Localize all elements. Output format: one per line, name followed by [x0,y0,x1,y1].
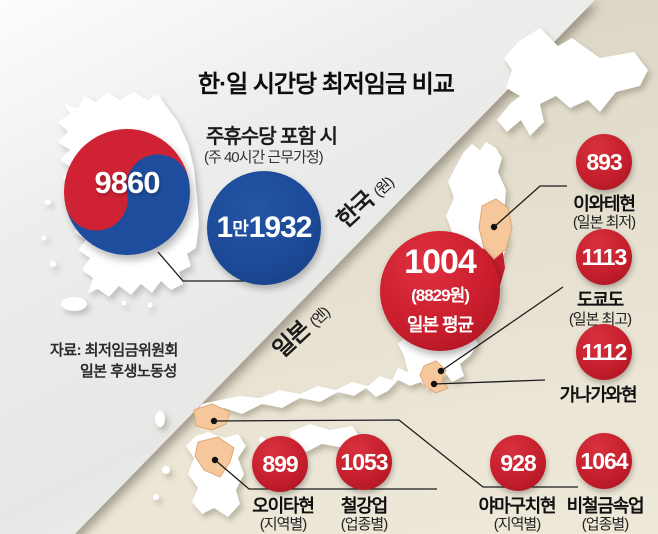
yamaguchi-region [193,403,231,431]
marker-name-yamaguchi: 야마구치현 [478,496,557,516]
marker-note-yamaguchi: (지역별) [493,516,541,533]
allowance-value-unit: 만 [232,219,249,239]
connector-dots [210,223,498,464]
marker-name-kanagawa: 가나가와현 [559,385,638,405]
kanagawa-connector [433,379,546,385]
japan-average-circle: 1004 (8829원) 일본 평균 [380,231,500,351]
marker-name-oita: 오이타현 [252,496,315,516]
marker-name-steel: 철강업 [340,496,388,516]
marker-circle-oita: 899 [252,436,308,492]
marker-note-steel: (업종별) [340,516,388,533]
marker-circle-steel: 1053 [336,434,392,490]
iwate-connector [493,185,567,228]
honshu-island [194,142,508,421]
marker-circle-kanagawa: 1112 [576,324,632,380]
marker-circle-tokyo: 1113 [576,229,632,285]
marker-note-oita: (지역별) [259,516,307,533]
marker-name-iwate: 이와테현 [573,194,636,214]
korea-connector [157,251,257,282]
marker-circle-iwate: 893 [576,134,632,190]
korea-allowance-circle: 1 만 1932 [207,171,321,285]
marker-note-nonferrous: (업종별) [581,516,629,533]
page-title: 한·일 시간당 최저임금 비교 [198,71,455,98]
marker-circle-nonferrous: 1064 [576,433,632,489]
japan-average-krw: (8829원) [411,286,470,306]
marker-name-tokyo: 도쿄도 [576,290,624,310]
marker-note-iwate: (일본 최저) [572,214,636,231]
source-line1: 자료: 최저임금위원회 [50,342,178,359]
highlighted-prefectures [193,198,513,478]
source-line2: 일본 후생노동성 [80,363,177,380]
allowance-value-p1: 1 [216,211,234,244]
tokyo-connector [440,286,564,372]
hokkaido-island [497,28,648,136]
allowance-note: (주 40시간 근무가정) [204,149,324,166]
allowance-label: 주휴수당 포함 시 [206,126,338,148]
korea-wage-value: 9860 [94,165,161,200]
japan-average-value: 1004 [404,242,477,281]
allowance-value-p2: 1932 [248,211,313,244]
marker-note-tokyo: (일본 최고) [568,311,632,328]
marker-circle-yamaguchi: 928 [490,435,546,491]
oita-connector [214,459,437,490]
source-note: 자료: 최저임금위원회 일본 후생노동성 [50,340,178,382]
japan-average-label: 일본 평균 [406,315,474,336]
marker-name-nonferrous: 비철금속업 [566,496,645,516]
